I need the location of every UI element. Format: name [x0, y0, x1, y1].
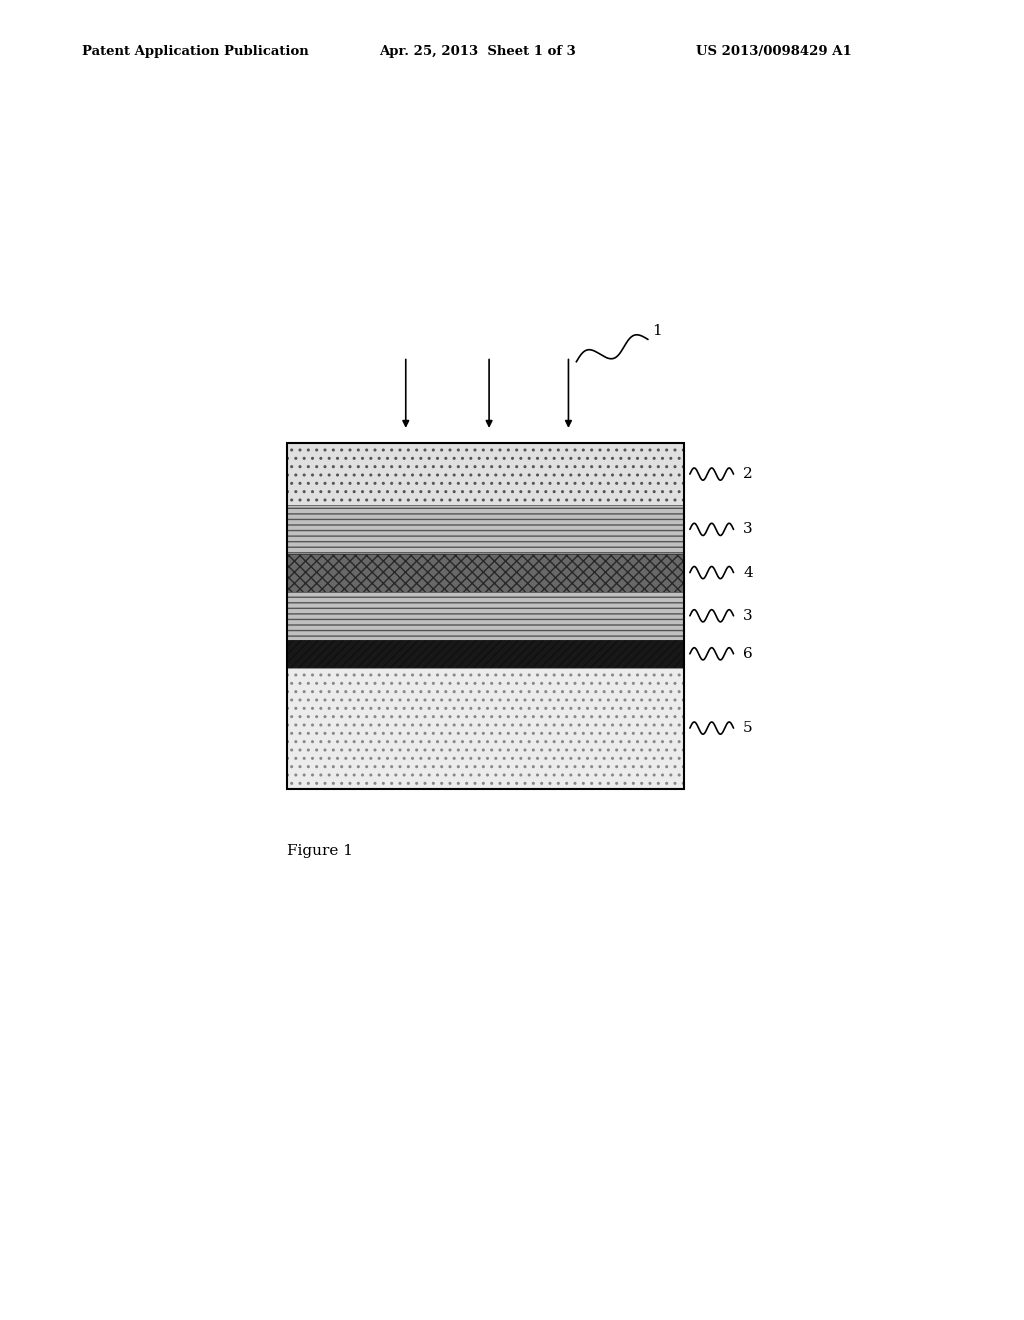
Bar — [287, 553, 684, 591]
Bar — [287, 444, 684, 788]
Text: 5: 5 — [743, 721, 753, 735]
Text: 4: 4 — [743, 565, 753, 579]
Bar — [287, 591, 684, 640]
Text: Figure 1: Figure 1 — [287, 845, 352, 858]
Text: US 2013/0098429 A1: US 2013/0098429 A1 — [696, 45, 852, 58]
Text: 1: 1 — [652, 325, 662, 338]
Bar — [287, 668, 684, 788]
Text: 2: 2 — [743, 467, 753, 480]
Text: Apr. 25, 2013  Sheet 1 of 3: Apr. 25, 2013 Sheet 1 of 3 — [379, 45, 575, 58]
Text: 6: 6 — [743, 647, 753, 661]
Bar — [287, 506, 684, 553]
Bar — [287, 444, 684, 506]
Text: 3: 3 — [743, 609, 753, 623]
Text: 3: 3 — [743, 523, 753, 536]
Text: Patent Application Publication: Patent Application Publication — [82, 45, 308, 58]
Bar — [287, 640, 684, 668]
